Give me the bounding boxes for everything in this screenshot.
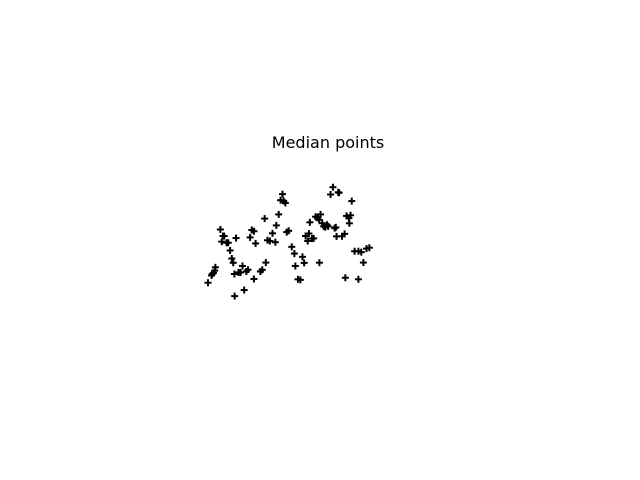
data-point xyxy=(300,259,308,267)
data-point xyxy=(278,190,286,198)
data-point xyxy=(228,255,236,262)
data-point xyxy=(216,225,224,233)
data-point xyxy=(271,238,279,246)
data-point xyxy=(268,229,276,237)
data-point xyxy=(258,266,266,274)
data-point xyxy=(226,246,234,254)
data-point xyxy=(345,219,353,227)
data-point xyxy=(275,210,283,218)
data-point xyxy=(252,239,260,247)
data-point xyxy=(230,270,238,278)
data-point xyxy=(341,230,349,238)
data-point xyxy=(335,189,343,197)
plot-area xyxy=(204,183,373,300)
data-point xyxy=(220,232,228,240)
data-point xyxy=(296,276,304,284)
data-point xyxy=(348,197,356,205)
data-point xyxy=(262,259,270,267)
data-point xyxy=(317,210,325,218)
data-point xyxy=(324,222,332,230)
data-point xyxy=(244,266,252,274)
data-point xyxy=(306,218,314,226)
data-point xyxy=(354,275,362,283)
data-point xyxy=(304,237,312,245)
data-point xyxy=(315,259,323,267)
data-point xyxy=(288,243,296,251)
data-point xyxy=(298,253,306,261)
data-point xyxy=(218,238,226,246)
data-point xyxy=(365,244,373,252)
data-point xyxy=(232,234,240,242)
data-point xyxy=(250,227,258,235)
data-point xyxy=(240,286,248,294)
data-point xyxy=(231,292,239,300)
data-point xyxy=(246,233,254,241)
data-point xyxy=(341,274,349,282)
data-point xyxy=(211,263,219,271)
data-point xyxy=(281,199,289,207)
data-point xyxy=(272,221,280,229)
data-point xyxy=(347,211,355,219)
data-point xyxy=(357,248,365,256)
data-point xyxy=(305,230,313,238)
data-point xyxy=(329,183,337,191)
data-point xyxy=(290,250,298,258)
data-point xyxy=(239,262,247,270)
data-point xyxy=(327,190,335,198)
data-point xyxy=(224,239,232,247)
data-point xyxy=(266,237,274,245)
data-point xyxy=(229,259,237,267)
data-point xyxy=(291,262,299,270)
data-point xyxy=(250,275,258,283)
data-point xyxy=(285,227,293,235)
data-point xyxy=(310,234,318,242)
data-point xyxy=(359,259,367,267)
chart-title: Median points xyxy=(272,133,384,152)
data-point xyxy=(261,215,269,223)
data-point xyxy=(204,279,212,287)
data-point xyxy=(332,223,340,231)
